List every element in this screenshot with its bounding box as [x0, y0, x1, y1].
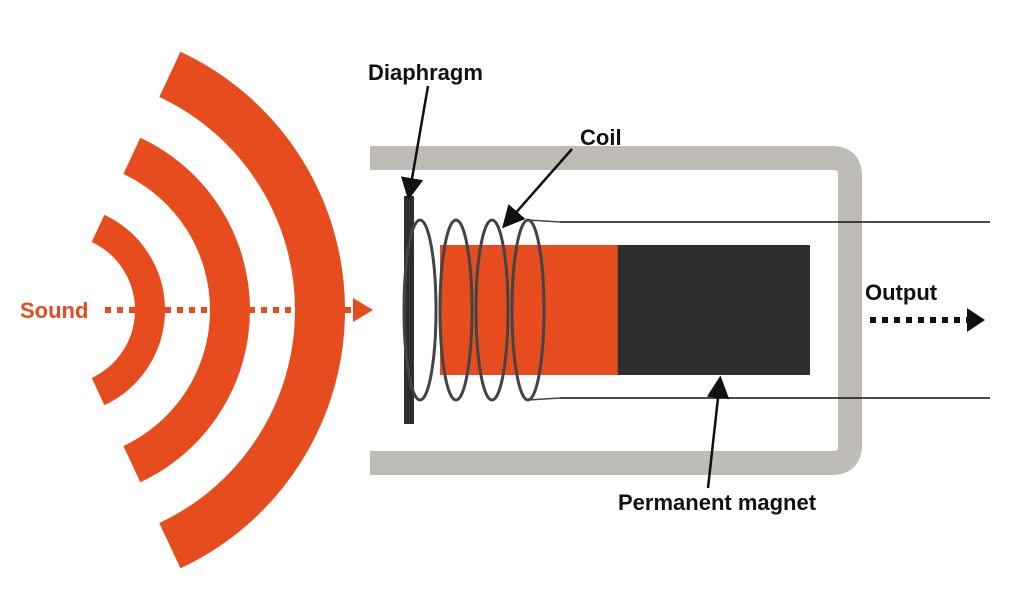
microphone-diagram: Sound Diaphragm Coil Permanent magnet Ou…: [0, 0, 1024, 598]
coil-label: Coil: [580, 125, 622, 150]
output-label: Output: [865, 280, 938, 305]
sound-label: Sound: [20, 298, 88, 323]
diaphragm-arrow: [409, 86, 428, 196]
magnet-label: Permanent magnet: [618, 490, 817, 515]
output-arrow: [870, 308, 985, 332]
permanent-magnet: [440, 245, 810, 375]
diaphragm-label: Diaphragm: [368, 60, 483, 85]
